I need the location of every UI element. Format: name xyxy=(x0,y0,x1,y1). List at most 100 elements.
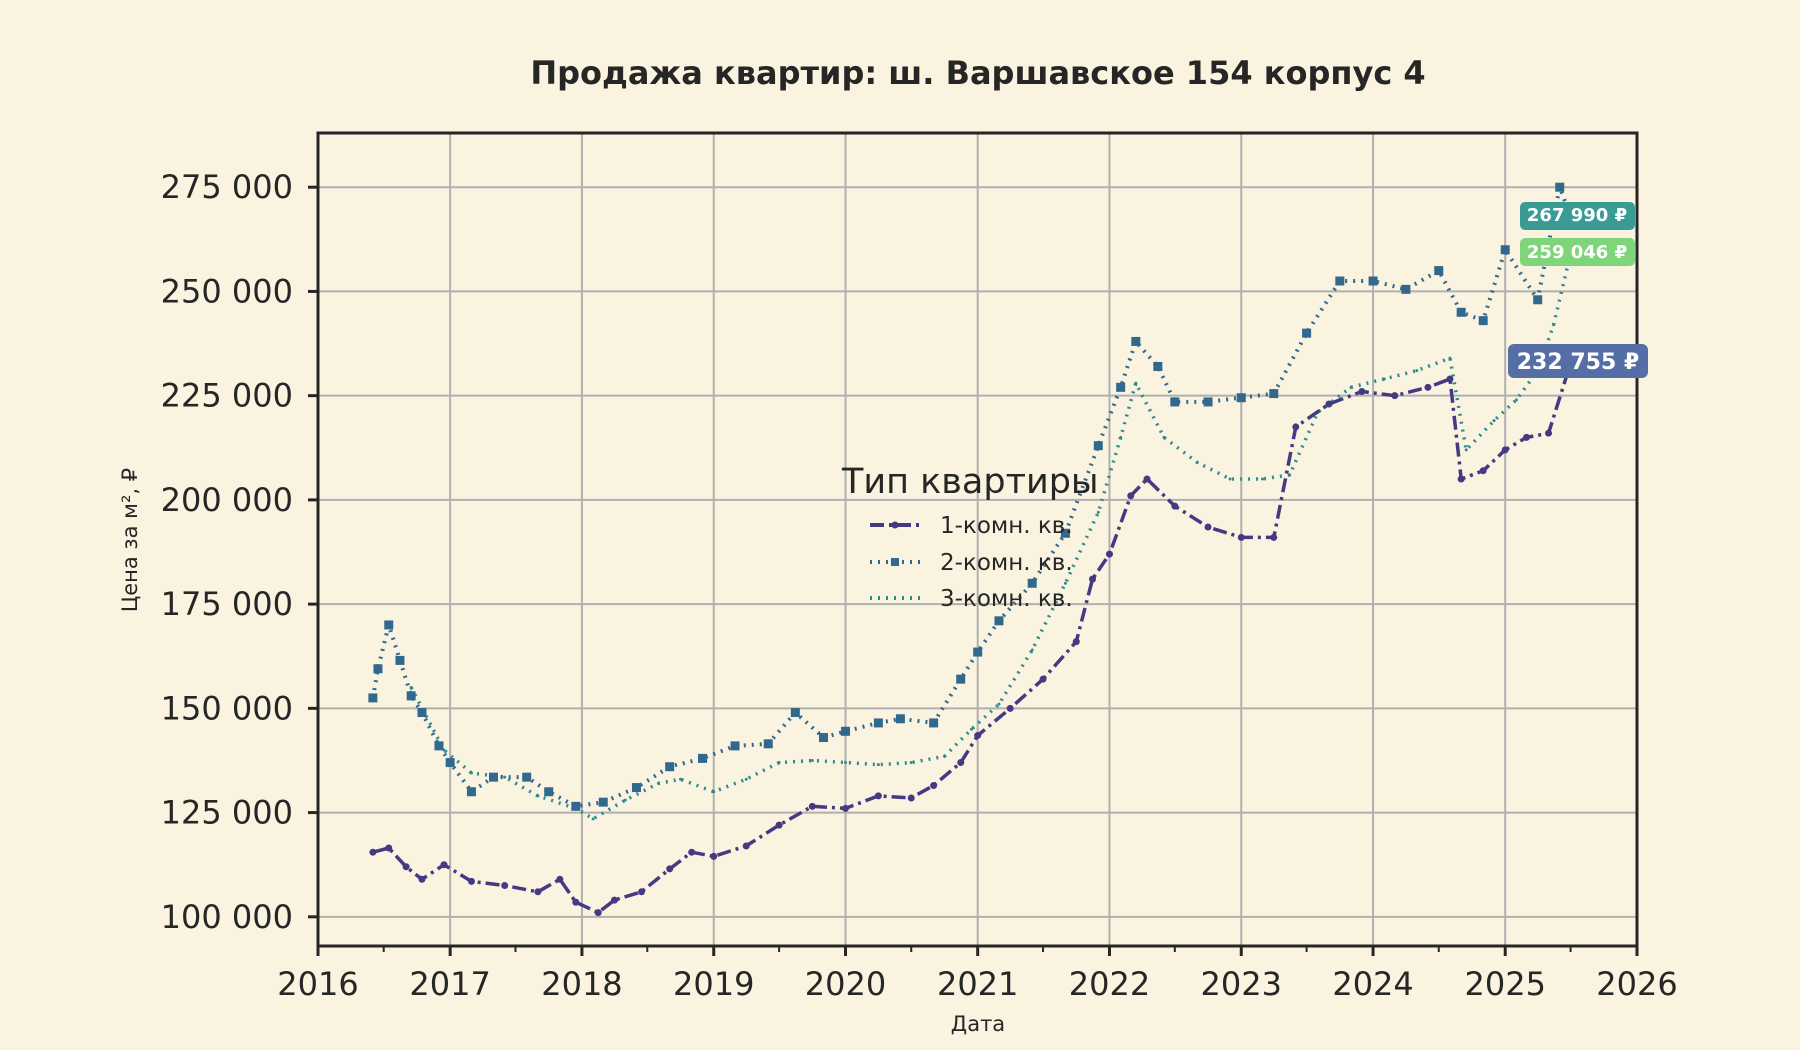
data-point-1k xyxy=(874,792,882,800)
data-point-3k xyxy=(997,702,1001,706)
plot-area xyxy=(368,182,1576,917)
data-point-1k xyxy=(666,865,674,873)
data-point-2k xyxy=(665,762,675,772)
y-tick-label: 175 000 xyxy=(161,585,293,623)
data-point-2k xyxy=(598,797,608,807)
legend-marker-2k xyxy=(891,558,899,566)
data-point-2k xyxy=(1533,295,1543,305)
data-point-2k xyxy=(1401,284,1411,294)
data-point-1k xyxy=(638,888,646,896)
data-point-2k xyxy=(1060,528,1070,538)
axes: 2016 2017 2018 2019 2020 2021 2022 2023 2024 2025… xyxy=(161,168,1678,1003)
y-axis-label: Цена за м², ₽ xyxy=(118,468,142,612)
data-point-2k xyxy=(1555,182,1565,192)
last-value-badge-2k xyxy=(1520,202,1635,230)
data-point-2k xyxy=(730,741,740,751)
data-point-1k xyxy=(775,821,783,829)
data-point-1k xyxy=(594,909,602,917)
data-point-2k xyxy=(841,726,851,736)
data-point-1k xyxy=(1072,638,1080,646)
data-point-3k xyxy=(909,761,913,765)
data-point-1k xyxy=(808,802,816,810)
data-point-1k xyxy=(1325,400,1333,408)
data-point-2k xyxy=(1170,397,1180,407)
data-point-1k xyxy=(1089,575,1097,583)
data-point-1k xyxy=(1237,533,1245,541)
x-tick-label: 2018 xyxy=(541,965,622,1003)
data-point-2k xyxy=(1236,393,1246,403)
data-point-1k xyxy=(688,848,696,856)
data-point-2k xyxy=(1335,276,1345,286)
data-point-1k xyxy=(1479,467,1487,475)
data-point-2k xyxy=(488,772,498,782)
data-point-3k xyxy=(1030,648,1034,652)
y-tick-label: 100 000 xyxy=(161,898,293,936)
data-point-2k xyxy=(819,733,829,743)
data-point-3k xyxy=(1063,581,1067,585)
data-point-3k xyxy=(1464,448,1468,452)
data-point-2k xyxy=(384,620,394,630)
data-point-2k xyxy=(895,714,905,724)
grid xyxy=(317,133,1638,946)
x-tick-label: 2016 xyxy=(277,965,358,1003)
x-tick-label: 2026 xyxy=(1596,965,1677,1003)
y-tick-label: 125 000 xyxy=(161,794,293,832)
data-point-2k xyxy=(1131,336,1141,346)
data-point-3k xyxy=(744,777,748,781)
x-axis-label: Дата xyxy=(951,1012,1005,1036)
data-point-1k xyxy=(1006,704,1014,712)
data-point-1k xyxy=(501,882,509,890)
data-point-3k xyxy=(1288,473,1292,477)
data-point-1k xyxy=(742,842,750,850)
data-point-2k xyxy=(368,693,378,703)
chart-title: Продажа квартир: ш. Варшавское 154 корпу… xyxy=(530,54,1425,92)
data-point-3k xyxy=(712,790,716,794)
x-tick-label: 2017 xyxy=(409,965,490,1003)
last-value-text-3k: 259 046 ₽ xyxy=(1527,242,1627,263)
data-point-2k xyxy=(1434,266,1444,276)
data-point-3k xyxy=(409,686,413,690)
x-tick-label: 2024 xyxy=(1332,965,1413,1003)
data-point-3k xyxy=(942,754,946,758)
legend: Тип квартиры 1-комн. кв. 2-комн. кв. 3-к… xyxy=(841,462,1099,612)
data-point-2k xyxy=(1269,389,1279,399)
data-point-1k xyxy=(1457,475,1465,483)
data-point-1k xyxy=(440,861,448,869)
data-point-3k xyxy=(810,758,814,762)
x-tick-label: 2022 xyxy=(1069,965,1150,1003)
data-point-1k xyxy=(534,888,542,896)
data-point-1k xyxy=(418,875,426,883)
data-point-1k xyxy=(1171,502,1179,510)
data-point-3k xyxy=(1514,398,1518,402)
data-point-2k xyxy=(417,708,427,718)
data-point-1k xyxy=(1446,375,1454,383)
data-point-3k xyxy=(1349,385,1353,389)
data-point-2k xyxy=(406,691,416,701)
data-point-3k xyxy=(1228,477,1232,481)
data-point-1k xyxy=(930,781,938,789)
data-point-3k xyxy=(1448,356,1452,360)
data-point-2k xyxy=(395,655,405,665)
legend-title: Тип квартиры xyxy=(841,462,1099,502)
data-point-2k xyxy=(698,753,708,763)
data-point-2k xyxy=(973,647,983,657)
data-point-2k xyxy=(466,787,476,797)
last-value-badge-3k xyxy=(1520,238,1635,266)
data-point-2k xyxy=(994,616,1004,626)
data-point-2k xyxy=(373,664,383,674)
last-value-text-2k: 267 990 ₽ xyxy=(1527,205,1627,226)
data-point-3k xyxy=(844,761,848,765)
data-point-3k xyxy=(536,794,540,798)
series-line-1k xyxy=(372,362,1573,915)
data-point-1k xyxy=(1039,675,1047,683)
legend-label-2k: 2-комн. кв. xyxy=(940,550,1073,576)
data-point-2k xyxy=(873,718,883,728)
data-point-3k xyxy=(679,777,683,781)
data-point-1k xyxy=(1545,429,1553,437)
data-point-2k xyxy=(1368,276,1378,286)
data-point-1k xyxy=(1204,523,1212,531)
y-tick-label: 250 000 xyxy=(161,272,293,310)
data-point-2k xyxy=(1203,397,1213,407)
data-point-3k xyxy=(469,771,473,775)
data-point-1k xyxy=(369,848,377,856)
